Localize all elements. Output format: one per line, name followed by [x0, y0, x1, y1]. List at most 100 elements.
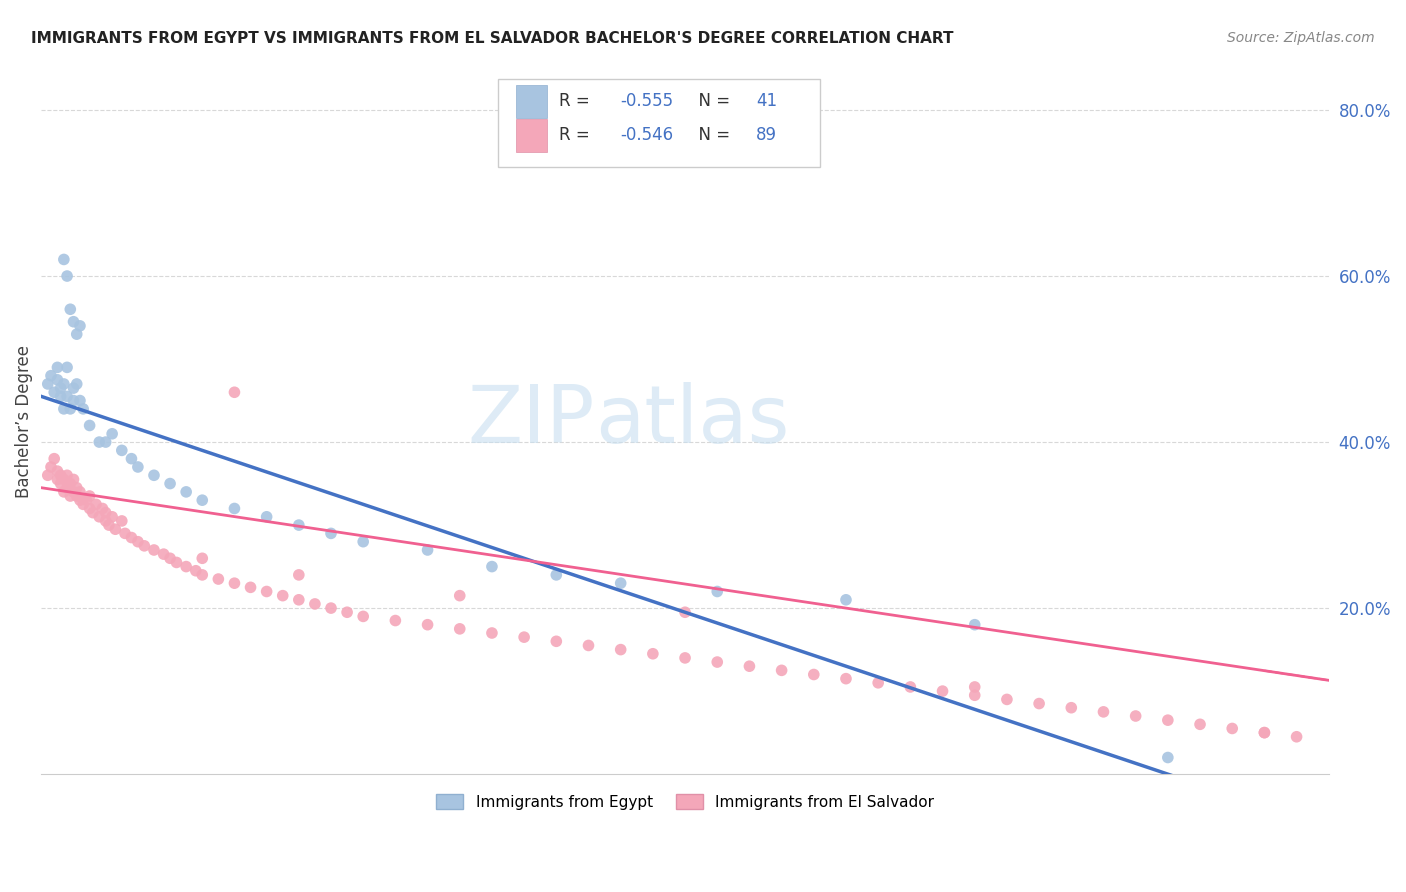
Point	[56, 481, 79, 495]
Point	[207, 572, 229, 586]
Point	[52, 472, 75, 486]
Point	[94, 506, 117, 520]
Point	[111, 514, 134, 528]
Point	[46, 472, 69, 486]
Point	[288, 518, 311, 533]
Point	[384, 614, 406, 628]
Point	[1125, 709, 1147, 723]
Point	[62, 484, 84, 499]
Point	[101, 509, 124, 524]
Point	[319, 526, 342, 541]
Point	[159, 476, 181, 491]
Point	[609, 642, 631, 657]
Point	[91, 501, 114, 516]
Point	[89, 435, 111, 450]
Point	[1253, 725, 1275, 739]
Point	[191, 551, 214, 566]
Point	[416, 617, 439, 632]
Point	[62, 315, 84, 329]
Point	[66, 376, 89, 391]
Text: Source: ZipAtlas.com: Source: ZipAtlas.com	[1227, 31, 1375, 45]
Point	[94, 435, 117, 450]
Point	[89, 509, 111, 524]
Point	[79, 418, 101, 433]
Point	[416, 543, 439, 558]
Point	[75, 493, 97, 508]
Point	[37, 468, 59, 483]
Point	[97, 518, 120, 533]
Point	[578, 639, 600, 653]
Point	[319, 601, 342, 615]
Point	[59, 302, 82, 317]
Point	[56, 360, 79, 375]
Legend: Immigrants from Egypt, Immigrants from El Salvador: Immigrants from Egypt, Immigrants from E…	[430, 788, 941, 816]
Point	[127, 460, 149, 475]
Point	[39, 460, 62, 475]
Text: ZIP: ZIP	[468, 383, 595, 460]
Point	[336, 605, 359, 619]
Point	[44, 385, 66, 400]
Point	[1189, 717, 1212, 731]
Point	[62, 472, 84, 486]
Text: 41: 41	[756, 93, 778, 111]
Point	[1060, 700, 1083, 714]
Point	[770, 664, 793, 678]
Point	[963, 680, 986, 694]
Point	[159, 551, 181, 566]
Point	[72, 401, 94, 416]
Point	[449, 622, 471, 636]
Text: R =: R =	[560, 126, 595, 145]
Point	[166, 556, 188, 570]
Point	[835, 592, 858, 607]
Point	[174, 484, 197, 499]
Point	[239, 580, 262, 594]
Point	[641, 647, 664, 661]
Y-axis label: Bachelor’s Degree: Bachelor’s Degree	[15, 345, 32, 498]
Point	[152, 547, 174, 561]
Point	[69, 318, 91, 333]
Point	[352, 609, 374, 624]
Text: 89: 89	[756, 126, 778, 145]
Point	[673, 605, 696, 619]
Point	[256, 509, 278, 524]
Point	[62, 381, 84, 395]
Point	[101, 426, 124, 441]
Point	[37, 376, 59, 391]
Text: -0.555: -0.555	[620, 93, 673, 111]
Point	[288, 592, 311, 607]
Point	[120, 451, 142, 466]
Point	[143, 468, 166, 483]
Point	[120, 531, 142, 545]
Point	[738, 659, 761, 673]
Point	[546, 567, 568, 582]
Point	[931, 684, 953, 698]
Point	[868, 675, 890, 690]
Point	[49, 389, 72, 403]
Point	[114, 526, 136, 541]
Point	[1220, 722, 1243, 736]
Point	[49, 476, 72, 491]
Point	[143, 543, 166, 558]
FancyBboxPatch shape	[516, 119, 547, 152]
Point	[82, 506, 104, 520]
Text: R =: R =	[560, 93, 595, 111]
Text: IMMIGRANTS FROM EGYPT VS IMMIGRANTS FROM EL SALVADOR BACHELOR'S DEGREE CORRELATI: IMMIGRANTS FROM EGYPT VS IMMIGRANTS FROM…	[31, 31, 953, 46]
Point	[706, 655, 728, 669]
Text: N =: N =	[688, 126, 735, 145]
Point	[481, 559, 503, 574]
Point	[963, 617, 986, 632]
Point	[191, 567, 214, 582]
Point	[995, 692, 1018, 706]
Point	[69, 393, 91, 408]
Point	[224, 501, 246, 516]
Point	[546, 634, 568, 648]
Point	[79, 489, 101, 503]
Point	[513, 630, 536, 644]
Point	[191, 493, 214, 508]
Text: -0.546: -0.546	[620, 126, 673, 145]
Point	[803, 667, 825, 681]
Point	[46, 464, 69, 478]
Point	[56, 268, 79, 283]
Point	[673, 651, 696, 665]
Point	[46, 360, 69, 375]
